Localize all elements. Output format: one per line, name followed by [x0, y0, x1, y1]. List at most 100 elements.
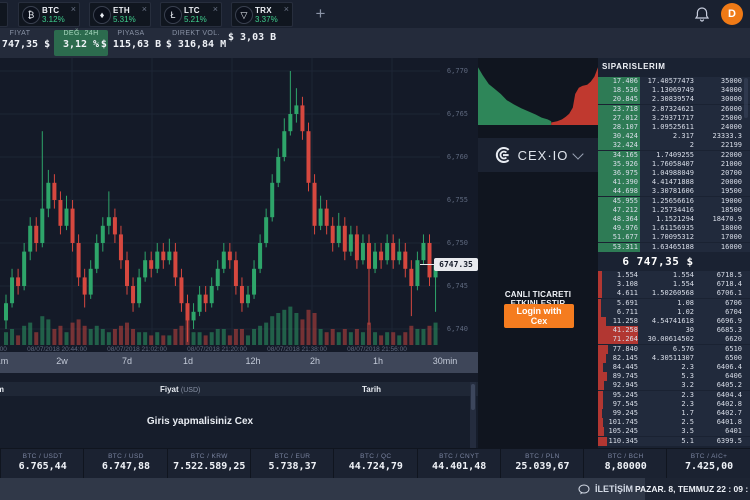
interval-30min[interactable]: 30min: [432, 356, 458, 366]
ticker-btceur[interactable]: BTC / EUR 5.738,37: [249, 449, 334, 479]
ticker-pair: BTC / CNYT: [439, 453, 480, 460]
ask-depth-bar: [598, 353, 606, 363]
ask-depth-bar: [598, 436, 607, 446]
orderbook-total: 4.611: [616, 289, 638, 298]
current-price-line: [420, 264, 434, 265]
contact-button[interactable]: İLETİŞİM: [578, 478, 642, 500]
time-tick: 08/07/2018 21:56:00: [347, 346, 407, 353]
tab-symbol: BTC: [42, 6, 60, 15]
add-market-button[interactable]: +: [315, 4, 326, 23]
history-scrollbar[interactable]: [470, 382, 476, 448]
orderbook-price: 24000: [720, 123, 742, 131]
interval-7d[interactable]: 7d: [121, 356, 133, 366]
orderbook-price: 6718.5: [716, 271, 742, 279]
orderbook-amount: 1.25734416: [651, 205, 694, 214]
column-price-unit: (USD): [180, 387, 201, 394]
ticker-btcusd[interactable]: BTC / USD 6.747,88: [83, 449, 167, 479]
orderbook-amount: 30.00614502: [647, 335, 694, 344]
ticker-btccnyt[interactable]: BTC / CNYT 44.401,48: [416, 449, 501, 479]
orderbook-total: 99.245: [612, 409, 638, 417]
orderbook-price: 6406: [725, 372, 742, 381]
ticker-btcaic+[interactable]: BTC / AIC+ 7.425,00: [666, 449, 750, 479]
orderbook-bid-row[interactable]: 53.311 1.63465188 16000: [598, 242, 750, 253]
orderbook-price: 22000: [720, 150, 742, 159]
orderbook-amount: 2.3: [681, 399, 694, 408]
ask-depth-bar: [598, 427, 605, 437]
ticker-btcpln[interactable]: BTC / PLN 25.039,67: [499, 449, 584, 479]
orderbook-amount: 1.7409255: [656, 150, 694, 159]
orderbook-amount: 3.5: [681, 427, 694, 436]
orderbook-total: 71.264: [612, 335, 638, 344]
ticker-btcqc[interactable]: BTC / QC 44.724,79: [333, 449, 417, 479]
market-tab-eth[interactable]: ♦ ETH 5.31% ×: [89, 2, 151, 27]
ticker-pair: BTC / KRW: [190, 453, 228, 460]
close-tab-icon[interactable]: ×: [283, 4, 289, 14]
interval-1h[interactable]: 1h: [372, 356, 384, 366]
orderbook-amount: 1.50260568: [651, 289, 694, 298]
orderbook-price: 6405.2: [716, 381, 742, 390]
notifications-bell-icon[interactable]: [694, 6, 710, 23]
orderbook-ask-row[interactable]: 110.345 5.1 6399.5: [598, 436, 750, 447]
stat-piyasa: PIYASA $ 115,63 B: [100, 30, 162, 56]
btc-coin-icon: ₿: [22, 6, 40, 24]
orderbook-price: 6718.4: [716, 280, 742, 289]
bid-depth-bar: [598, 113, 640, 123]
orderbook-scrollbar-thumb[interactable]: [744, 78, 748, 118]
market-tab-trx[interactable]: ▽ TRX 3.37% ×: [231, 2, 293, 27]
ask-depth-bar: [598, 335, 638, 345]
orderbook-price: 34000: [720, 86, 742, 95]
ticker-btcusdt[interactable]: BTC / USDT 6.765,44: [0, 449, 84, 479]
exchange-selector[interactable]: CEX·IO: [478, 138, 598, 172]
interval-1m[interactable]: 1m: [0, 356, 9, 366]
bid-depth-bar: [598, 150, 640, 160]
orderbook-price: 35000: [720, 77, 742, 85]
orderbook-total: 89.745: [612, 372, 638, 381]
orderbook-amount: 1.7: [681, 409, 694, 417]
orderbook-total: 18.536: [612, 86, 638, 95]
orderbook-price: 6401.8: [716, 418, 742, 427]
orderbook-price: 6399.5: [716, 436, 742, 445]
close-tab-icon[interactable]: ×: [70, 4, 76, 14]
ask-depth-bar: [598, 289, 602, 299]
close-tab-icon[interactable]: ×: [212, 4, 218, 14]
orderbook-total: 49.976: [612, 224, 638, 233]
time-tick: 08/07/2018 20:44:00: [27, 346, 87, 353]
column-date: Tarih: [362, 385, 381, 394]
interval-2h[interactable]: 2h: [309, 356, 321, 366]
interval-1d[interactable]: 1d: [182, 356, 194, 366]
orderbook-amount: 1.02: [677, 307, 694, 316]
close-tab-icon[interactable]: ×: [141, 4, 147, 14]
orderbook-total: 84.445: [612, 363, 638, 371]
orderbook-total: 44.698: [612, 187, 638, 196]
tab-symbol: TRX: [255, 6, 272, 15]
price-tick: 6,760: [446, 153, 468, 161]
price-tick: 6,770: [446, 67, 468, 75]
tab-partial[interactable]: [0, 2, 8, 27]
history-scrollbar-thumb[interactable]: [471, 384, 475, 410]
candlestick-chart[interactable]: 6,770 6,765 6,760 6,755 6,750 6,745 6,740: [0, 58, 478, 348]
market-tab-ltc[interactable]: Ł LTC 5.21% ×: [160, 2, 222, 27]
ticker-btcbch[interactable]: BTC / BCH 8,80000: [583, 449, 667, 479]
orderbook-amount: 3.2: [681, 381, 694, 390]
orderbook-price: 18500: [720, 205, 742, 214]
time-tick: 08/07/2018 21:38:00: [267, 346, 327, 353]
orderbook-total: 105.245: [608, 427, 638, 436]
interval-12h[interactable]: 12h: [245, 356, 261, 366]
avatar[interactable]: D: [721, 3, 743, 25]
price-tick: 6,750: [446, 239, 468, 247]
orderbook-total: 30.424: [612, 132, 638, 141]
interval-2w[interactable]: 2w: [56, 356, 68, 366]
orderbook-price: 19000: [720, 196, 742, 205]
column-amount: Hacim: [0, 385, 5, 394]
orderbook-total: 110.345: [608, 436, 638, 445]
market-tab-btc[interactable]: ₿ BTC 3.12% ×: [18, 2, 80, 27]
ticker-btckrw[interactable]: BTC / KRW 7.522.589,25: [166, 449, 251, 479]
ticker-value: 25.039,67: [515, 461, 570, 472]
bid-depth-bar: [598, 141, 640, 151]
ticker-value: 5.738,37: [268, 461, 317, 472]
orderbook-amount: 3.29371717: [651, 113, 694, 122]
bid-depth-bar: [598, 224, 640, 234]
orderbook-price: 20000: [720, 178, 742, 187]
login-with-cex-button[interactable]: Login with Cex: [504, 304, 574, 328]
orderbook-price: 30000: [720, 95, 742, 104]
